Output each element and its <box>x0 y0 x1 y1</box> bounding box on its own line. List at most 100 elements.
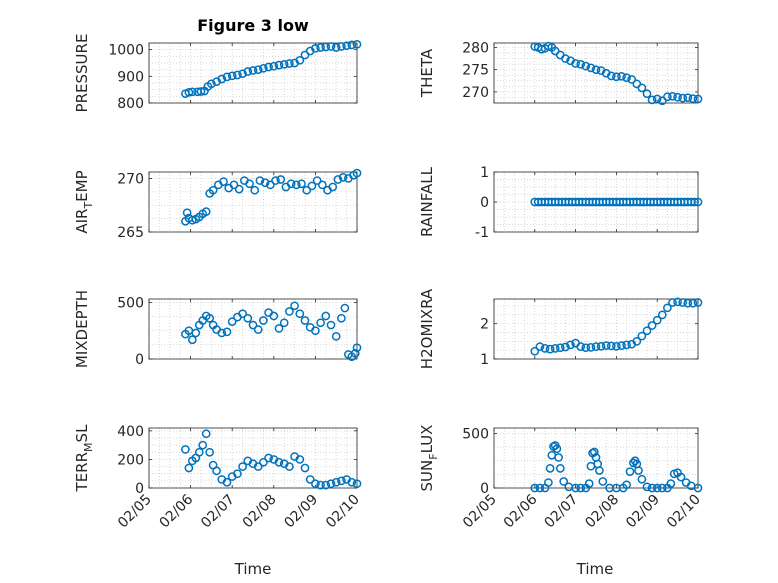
y-tick-label: 265 <box>117 225 144 241</box>
data-point <box>350 348 360 358</box>
data-point <box>187 87 197 97</box>
data-point <box>250 185 260 195</box>
data-point <box>222 327 232 337</box>
data-point <box>347 40 357 50</box>
y-tick-label: 270 <box>462 85 489 101</box>
data-point <box>326 479 336 489</box>
data-point <box>205 313 215 323</box>
y-axis-label: H2OMIXRA <box>418 288 436 369</box>
data-point <box>535 483 545 493</box>
data-point <box>238 69 247 79</box>
x-tick-label: 02/09 <box>623 492 663 532</box>
y-tick-label: 0 <box>135 481 144 497</box>
data-point <box>576 483 586 493</box>
axes-box <box>148 298 358 360</box>
data-point <box>642 89 652 99</box>
data-point <box>352 39 362 49</box>
data-point <box>642 482 652 492</box>
data-point <box>693 197 703 207</box>
x-tick-label: 02/05 <box>460 492 500 532</box>
data-point <box>248 320 258 330</box>
data-point <box>652 483 662 493</box>
data-point <box>581 343 591 353</box>
data-point <box>300 463 310 473</box>
data-point <box>184 463 194 473</box>
data-point <box>207 79 216 89</box>
y-tick-label: 0 <box>480 481 489 497</box>
data-point <box>337 313 346 323</box>
data-point <box>181 445 190 454</box>
data-point <box>627 75 637 84</box>
data-point <box>352 343 362 353</box>
data-point <box>581 61 591 71</box>
data-markers <box>181 39 362 99</box>
data-point <box>598 477 608 486</box>
data-point <box>274 457 284 467</box>
data-point <box>342 41 351 51</box>
x-tick-label: 02/10 <box>323 492 363 532</box>
y-tick-label: 0 <box>135 352 144 368</box>
data-point <box>647 321 657 330</box>
data-markers <box>530 297 703 356</box>
x-axis-label-left: Time <box>234 560 272 578</box>
data-point <box>331 332 341 341</box>
data-point <box>297 179 306 189</box>
data-point <box>321 480 331 490</box>
data-point <box>637 474 647 484</box>
data-point <box>673 297 682 307</box>
data-point <box>337 476 346 486</box>
data-point <box>693 94 703 104</box>
data-point <box>647 95 657 105</box>
data-point <box>652 94 662 104</box>
data-point <box>678 298 688 307</box>
data-point <box>591 342 601 351</box>
data-point <box>552 444 562 454</box>
data-point <box>243 313 253 323</box>
axes-box <box>148 171 358 233</box>
data-point <box>253 65 263 75</box>
data-point <box>243 67 253 76</box>
data-point <box>307 181 317 191</box>
data-point <box>274 324 284 333</box>
y-axis-label: TERRMSL <box>73 424 95 493</box>
data-markers <box>181 429 362 490</box>
data-point <box>265 180 275 190</box>
data-point <box>678 93 688 103</box>
data-point <box>606 341 616 351</box>
data-point <box>632 337 642 346</box>
data-point <box>295 309 305 319</box>
data-point <box>591 65 601 75</box>
subplot-7: 0 200 400 02/05 02/06 02/07 02/08 02/09 02/10 TER… <box>73 424 363 532</box>
x-tick-label: 02/05 <box>115 492 155 532</box>
y-axis-label: AIRTEMP <box>73 170 95 233</box>
data-point <box>690 197 699 207</box>
data-point <box>337 42 346 51</box>
y-tick-label: 1000 <box>108 43 144 59</box>
x-tick-label: 02/06 <box>501 491 541 531</box>
data-point <box>637 83 647 93</box>
data-point <box>184 87 194 97</box>
data-point <box>316 43 325 52</box>
data-point <box>194 447 204 457</box>
data-point <box>663 92 672 102</box>
data-point <box>222 72 232 82</box>
y-tick-label: 200 <box>117 452 144 468</box>
data-point <box>625 467 635 476</box>
data-point <box>212 466 221 476</box>
y-tick-label: -1 <box>475 225 489 241</box>
data-point <box>316 318 325 328</box>
data-point <box>276 175 286 184</box>
data-point <box>571 59 580 68</box>
data-point <box>208 185 218 195</box>
data-point <box>331 43 341 52</box>
data-point <box>338 173 348 182</box>
data-point <box>259 316 268 325</box>
data-point <box>688 94 698 103</box>
data-point <box>316 480 325 490</box>
data-point <box>233 469 242 479</box>
data-point <box>285 462 294 471</box>
data-markers <box>530 197 703 207</box>
data-point <box>248 66 258 75</box>
data-point <box>663 303 672 313</box>
data-point <box>321 42 331 52</box>
